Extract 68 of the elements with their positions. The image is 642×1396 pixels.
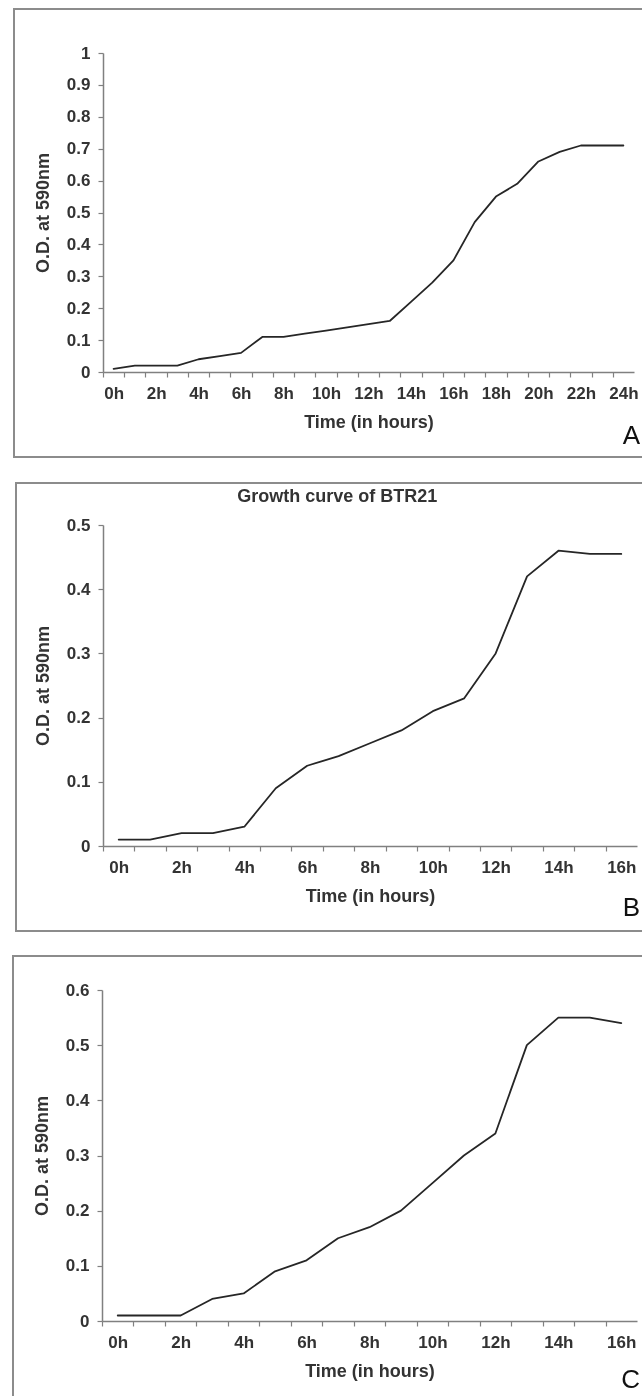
x-tick-label: 2h	[146, 383, 167, 403]
y-tick-label: 0.2	[65, 1201, 90, 1221]
x-tick-label: 12h	[481, 1332, 511, 1352]
x-tick-label: 8h	[360, 1332, 380, 1352]
x-tick-label: 24h	[609, 383, 639, 403]
x-tick-label: 6h	[297, 857, 318, 877]
x-tick-label: 2h	[172, 857, 192, 877]
y-tick-label: 0	[80, 1311, 90, 1331]
x-tick-label: 8h	[274, 383, 294, 403]
y-tick-label: 0.9	[66, 75, 91, 95]
x-tick-label: 6h	[297, 1332, 317, 1352]
x-tick-label: 0h	[109, 857, 130, 877]
x-tick-label: 10h	[418, 857, 448, 877]
y-tick-label: 0	[81, 836, 91, 856]
line-series	[116, 1016, 623, 1317]
x-tick-label: 14h	[544, 857, 574, 877]
x-tick-label: 12h	[354, 383, 384, 403]
y-tick-label: 0.8	[66, 107, 91, 127]
y-axis-title: O.D. at 590nm	[32, 625, 53, 747]
x-tick-label: 4h	[234, 1332, 255, 1352]
x-tick-label: 18h	[481, 383, 512, 403]
text: A	[622, 420, 641, 450]
y-tick-label: 0.5	[66, 515, 91, 535]
y-tick-label: 0.3	[65, 1146, 90, 1165]
x-tick-label: 10h	[418, 1332, 448, 1352]
y-tick-label: 0.4	[65, 1090, 91, 1110]
x-tick-label: 16h	[439, 383, 469, 403]
y-axis-title: O.D. at 590nm	[31, 1095, 52, 1217]
x-tick-label: 8h	[360, 857, 381, 877]
x-tick-label: 22h	[566, 383, 597, 403]
x-tick-label: 14h	[396, 383, 427, 403]
x-tick-label: 12h	[481, 857, 511, 877]
y-tick-label: 0.3	[66, 643, 91, 663]
x-tick-label: 6h	[231, 383, 252, 403]
y-tick-label: 0.7	[66, 139, 91, 159]
x-tick-label: 20h	[524, 383, 554, 403]
y-tick-label: 0.2	[66, 298, 91, 318]
y-tick-label: 1	[81, 43, 91, 63]
x-tick-label: 14h	[544, 1332, 574, 1352]
y-tick-label: 0.6	[65, 980, 90, 1000]
y-tick-label: 0.1	[66, 772, 91, 792]
y-tick-label: 0.5	[66, 203, 91, 222]
text: B	[622, 892, 640, 922]
x-tick-label: 16h	[607, 1332, 637, 1352]
x-tick-label: 0h	[104, 383, 125, 403]
x-tick-label: 10h	[311, 383, 342, 403]
x-tick-label: 4h	[189, 383, 209, 403]
y-axis-title: O.D. at 590nm	[32, 152, 53, 274]
line-series	[117, 549, 623, 841]
x-tick-label: 4h	[234, 857, 255, 877]
text: C	[621, 1364, 640, 1394]
y-tick-label: 0.2	[66, 708, 91, 728]
y-tick-label: 0	[81, 362, 91, 382]
x-tick-label: 2h	[171, 1332, 192, 1352]
chart-title: Growth curve of BTR21	[237, 486, 438, 506]
x-axis-title: Time (in hours)	[305, 885, 436, 906]
y-tick-label: 0.5	[65, 1035, 90, 1055]
x-tick-label: 16h	[607, 857, 637, 877]
x-axis-title: Time (in hours)	[305, 1360, 435, 1381]
y-tick-label: 0.1	[65, 1256, 90, 1276]
y-tick-label: 0.4	[66, 234, 92, 254]
y-tick-label: 0.4	[66, 579, 92, 599]
line-series	[112, 144, 625, 370]
y-tick-label: 0.6	[66, 171, 91, 191]
y-tick-label: 0.1	[66, 330, 91, 350]
x-axis-title: Time (in hours)	[304, 411, 434, 432]
x-tick-label: 0h	[108, 1332, 129, 1352]
y-tick-label: 0.3	[66, 266, 91, 286]
